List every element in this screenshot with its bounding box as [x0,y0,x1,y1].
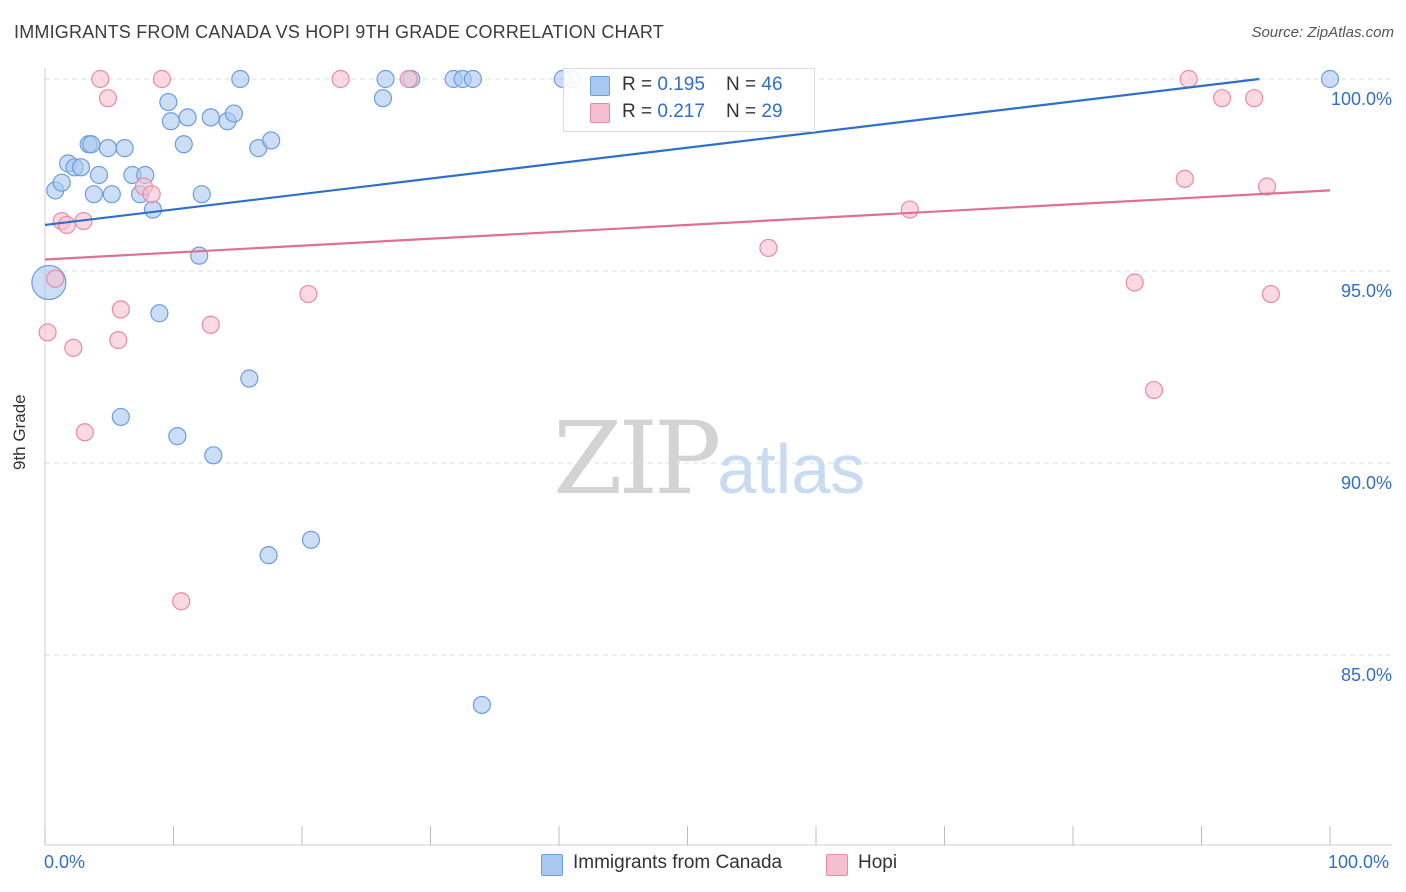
series-hopi [38,69,1280,611]
x-tick-label-0: 0.0% [44,852,86,872]
watermark-zip: ZIP [553,400,721,517]
point-canada-20 [192,185,211,204]
y-tick-label-100: 100.0% [1331,89,1392,109]
source-label: Source: ZipAtlas.com [1251,24,1394,41]
point-hopi-26 [1245,89,1264,108]
point-canada-5 [71,158,91,177]
legend-text-canada: R = 0.195 N = 46 [622,74,783,95]
point-hopi-8 [98,89,118,108]
point-hopi-28 [1261,284,1280,304]
trend-line-hopi [44,189,1331,261]
point-canada-18 [174,135,193,154]
point-hopi-24 [1179,69,1198,89]
point-canada-10 [102,185,121,204]
bottom-legend-label-hopi: Hopi [858,852,898,873]
point-canada-38 [111,407,130,427]
point-canada-40 [204,446,223,465]
point-hopi-27 [1257,177,1277,196]
point-canada-23 [224,104,243,123]
point-hopi-1 [46,269,65,288]
y-tick-label-85: 85.0% [1341,665,1392,685]
point-canada-24 [231,69,250,89]
bottom-legend-swatch-canada [541,854,563,876]
point-canada-9 [98,139,118,158]
point-canada-41 [259,546,278,565]
point-hopi-21 [1125,273,1144,292]
point-canada-36 [150,304,169,323]
point-canada-37 [240,369,259,388]
point-hopi-17 [331,69,350,89]
point-hopi-25 [1212,89,1232,108]
x-tick-label-100: 100.0% [1328,852,1390,872]
legend-swatch-canada [590,76,610,96]
trend-line-canada [44,77,1260,227]
point-canada-8 [89,165,109,185]
point-hopi-9 [109,331,128,350]
point-canada-39 [168,427,187,446]
point-canada-17 [161,112,181,131]
series-canada [31,69,1340,715]
point-canada-27 [373,89,393,108]
point-hopi-18 [399,69,418,89]
point-canada-42 [301,530,321,549]
point-hopi-15 [201,315,220,334]
point-hopi-4 [64,338,83,357]
watermark-atlas: atlas [717,430,866,508]
point-hopi-20 [900,200,919,219]
bottom-legend-swatch-hopi [826,854,848,876]
watermark: ZIPatlas [553,400,865,517]
point-hopi-6 [75,423,94,442]
correlation-legend: R = 0.195 N = 46 R = 0.217 N = 29 [563,68,815,132]
point-canada-43 [472,695,491,715]
point-hopi-16 [299,284,318,304]
point-canada-16 [159,92,178,112]
point-hopi-3 [57,215,76,235]
point-canada-19 [178,108,197,127]
y-tick-label-90: 90.0% [1341,473,1392,493]
point-canada-32 [463,69,483,89]
point-hopi-10 [111,300,130,319]
point-canada-44 [82,135,101,154]
point-hopi-23 [1175,169,1194,188]
point-hopi-22 [1144,380,1164,400]
point-canada-21 [190,246,209,265]
point-canada-15 [143,200,163,219]
point-canada-28 [376,69,395,89]
bottom-legend-label-canada: Immigrants from Canada [573,852,783,873]
y-tick-label-95: 95.0% [1341,281,1392,301]
point-canada-11 [115,139,134,158]
legend-swatch-hopi [590,103,610,123]
point-hopi-19 [759,238,778,258]
point-canada-45 [201,108,220,127]
point-hopi-14 [172,592,191,611]
point-canada-35 [1320,69,1340,89]
point-hopi-0 [38,323,57,342]
point-hopi-12 [142,185,161,204]
chart-title: IMMIGRANTS FROM CANADA VS HOPI 9TH GRADE… [14,22,665,42]
point-canada-2 [52,173,71,192]
point-hopi-13 [152,69,172,89]
point-hopi-7 [91,69,110,89]
point-canada-7 [84,185,103,204]
legend-text-hopi: R = 0.217 N = 29 [622,101,783,122]
point-canada-26 [262,131,281,150]
